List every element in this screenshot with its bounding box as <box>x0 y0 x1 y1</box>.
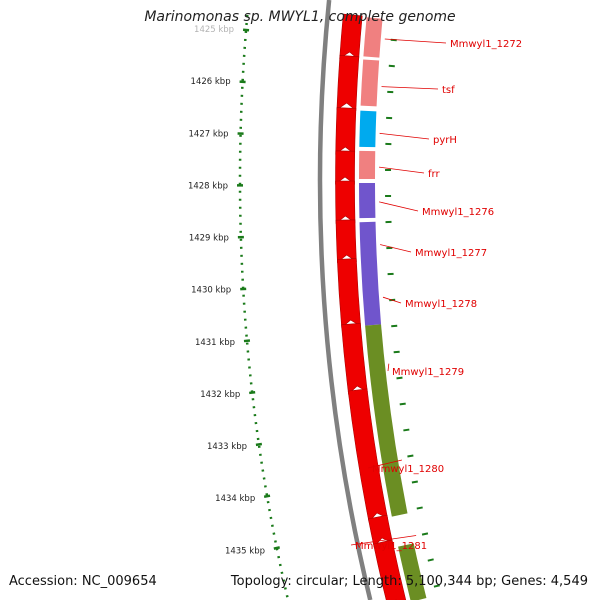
ruler-tick-label: 1430 kbp <box>191 286 231 296</box>
cds-feature <box>335 219 357 264</box>
ruler-tick <box>255 442 263 447</box>
gene-label: Mmwyl1_1278 <box>405 299 477 310</box>
ruler-tick <box>243 339 251 343</box>
gene-label-leader <box>379 132 430 140</box>
accession-label: Accession: NC_009654 <box>9 574 157 589</box>
inner-tick <box>421 532 429 536</box>
kbp-ruler: 1425 kbp 1426 kbp 1427 kbp 1428 kbp 1429 kbp… <box>188 14 290 600</box>
ruler-tick-label: 1429 kbp <box>189 234 229 244</box>
gene-feature <box>359 150 376 180</box>
ruler-tick-label: 1431 kbp <box>195 338 235 348</box>
ruler-tick-label: 1434 kbp <box>215 494 255 504</box>
gene-feature <box>359 221 382 326</box>
gene-label-leader <box>378 166 425 174</box>
ruler-tick-label: 1433 kbp <box>207 442 247 452</box>
inner-tick <box>411 480 418 484</box>
gene-feature <box>363 17 383 58</box>
gene-label: Mmwyl1_1277 <box>415 248 487 259</box>
gene-feature <box>359 110 377 148</box>
gene-label-leader <box>367 459 403 469</box>
cds-feature <box>367 514 394 548</box>
map-title: Marinomonas sp. MWYL1, complete genome <box>144 9 456 25</box>
inner-tick <box>427 558 434 562</box>
gene-gap <box>391 513 415 547</box>
inner-tick <box>391 324 398 328</box>
cds-feature <box>336 55 360 111</box>
gene-label-leader <box>380 244 412 253</box>
inner-tick <box>416 506 423 510</box>
inner-tick <box>396 376 403 380</box>
gene-label: Mmwyl1_1272 <box>450 39 522 50</box>
inner-tick <box>393 350 400 354</box>
gene-track <box>359 17 427 600</box>
cds-feature <box>339 13 363 61</box>
cds-feature <box>341 322 368 395</box>
cds-feature <box>347 388 388 523</box>
gene-label: Mmwyl1_1280 <box>372 464 444 475</box>
inner-tick <box>407 454 414 458</box>
ruler-tick <box>263 494 271 498</box>
ruler-tick-label: 1425 kbp <box>194 25 234 35</box>
ruler-tick-label: 1428 kbp <box>188 181 228 191</box>
ruler-dots <box>238 14 290 600</box>
gene-feature <box>360 59 380 107</box>
gene-label: Mmwyl1_1279 <box>392 367 464 378</box>
gene-label-leader <box>381 86 439 90</box>
gene-label-leader <box>382 296 402 304</box>
gene-label-leader <box>387 363 390 372</box>
gene-label-leader <box>379 201 419 212</box>
gene-feature <box>365 324 408 519</box>
gene-feature <box>359 182 376 219</box>
cds-feature <box>373 539 407 600</box>
cds-feature <box>335 150 356 185</box>
genome-backbone <box>317 0 373 600</box>
inner-tick <box>403 428 410 432</box>
gene-label: Mmwyl1_1276 <box>422 207 494 218</box>
ruler-tick <box>249 391 256 395</box>
ruler-tick-label: 1427 kbp <box>189 129 229 139</box>
ruler-tick-label: 1432 kbp <box>200 390 240 400</box>
gene-label-leader <box>350 535 417 546</box>
ruler-tick-label: 1426 kbp <box>191 77 231 87</box>
cds-feature <box>336 258 361 329</box>
gene-label: frr <box>428 169 440 180</box>
tick-track <box>385 38 440 588</box>
inner-tick <box>433 584 440 588</box>
topology-label: Topology: circular; Length: 5,100,344 bp… <box>230 574 588 589</box>
inner-tick <box>399 402 406 406</box>
cds-feature <box>335 107 357 155</box>
cds-track <box>335 13 407 600</box>
ruler-tick <box>273 546 280 550</box>
gene-label: pyrH <box>433 135 457 146</box>
ruler-tick-label: 1435 kbp <box>225 546 265 556</box>
cds-feature <box>335 180 356 224</box>
gene-label-leader <box>384 38 447 44</box>
gene-label: tsf <box>442 85 455 96</box>
gene-label: Mmwyl1_1281 <box>355 541 427 552</box>
backbone-line <box>317 0 373 600</box>
